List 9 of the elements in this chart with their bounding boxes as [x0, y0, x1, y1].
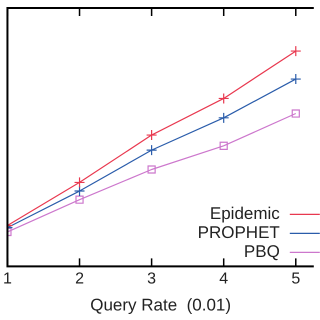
x-axis-title: Query Rate (0.01) — [90, 295, 232, 314]
x-tick-label: 5 — [291, 270, 300, 288]
x-tick-label: 4 — [219, 270, 228, 288]
legend-label: PROPHET — [198, 223, 280, 242]
x-tick-label: 1 — [2, 270, 12, 288]
x-tick-label: 2 — [75, 270, 84, 288]
x-tick-label: 3 — [147, 270, 156, 288]
legend-label: Epidemic — [210, 204, 280, 224]
legend-label: PBQ — [244, 242, 280, 262]
